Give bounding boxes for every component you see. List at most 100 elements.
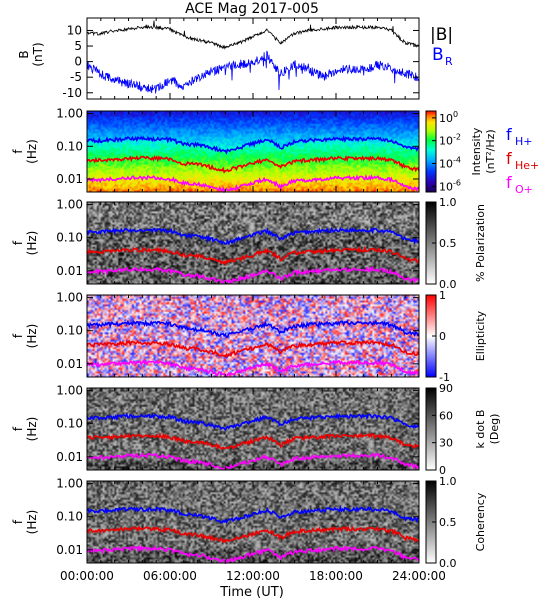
y-tick-label: 1.00: [56, 107, 83, 121]
colorbar: 1 0 -1 Ellipticity: [425, 289, 487, 384]
y-axis-label: f: [11, 240, 25, 245]
colorbar-tick-exponent: 0: [453, 110, 458, 119]
colorbar-unit: (Deg): [488, 414, 501, 445]
y-tick-label: 10: [67, 23, 82, 37]
y-axis-label: f: [11, 149, 25, 154]
legend-entry-sub: He+: [515, 159, 539, 172]
colorbar-tick-label: 1.0: [439, 475, 457, 488]
colorbar-label: Ellipticity: [474, 310, 487, 361]
colorbar: 1.0 0.5 0.0 % Polarization: [425, 196, 487, 291]
y-tick-label: 0.01: [56, 264, 83, 278]
colorbar-tick-label: 1: [439, 289, 446, 302]
colorbar-tick-label: 10: [439, 157, 453, 170]
colorbar-tick-label: 10: [439, 135, 453, 148]
line-plot-area: [86, 20, 420, 94]
y-tick-label: 0.10: [56, 417, 83, 431]
h-plus-gyrofrequency-line: [86, 318, 420, 339]
colorbar-label: % Polarization: [474, 204, 487, 282]
colorbar: 90 60 30 0 k dot B (Deg): [425, 382, 501, 477]
legend-entry-br-sub: R: [445, 55, 453, 68]
o-plus-gyrofrequency-line: [86, 173, 420, 194]
spectrogram-image: [87, 295, 419, 377]
o-plus-gyrofrequency-line: [86, 451, 420, 471]
y-tick-label: 0.10: [56, 139, 83, 153]
y-axis-unit: (Hz): [25, 231, 39, 256]
colorbar-tick-label: 0: [439, 464, 446, 477]
y-tick-label: 5: [74, 39, 82, 53]
colorbar: 1.0 0.5 0.0 Coherency: [425, 475, 487, 570]
legend-entry-base: f: [506, 125, 512, 144]
o-plus-gyrofrequency-line: [86, 265, 420, 285]
colorbar-tick-label: 0: [439, 330, 446, 343]
y-tick-label: 0: [74, 55, 82, 69]
colorbar-gradient: [425, 110, 437, 193]
y-axis-unit: (Hz): [25, 324, 39, 349]
colorbar-tick-label: 10: [439, 112, 453, 125]
legend-entry-br: B: [432, 45, 444, 65]
legend-entry-base: f: [506, 173, 512, 192]
he-plus-gyrofrequency-line: [86, 339, 420, 358]
y-tick-label: 1.00: [56, 198, 83, 212]
colorbar-tick-label: 0.5: [439, 516, 457, 529]
y-tick-label: 0.10: [56, 231, 83, 245]
chart-title: ACE Mag 2017-005: [185, 1, 319, 17]
spectrogram-image: [87, 388, 419, 470]
panel-frame: [86, 17, 420, 100]
o-plus-gyrofrequency-line: [86, 359, 420, 378]
colorbar-tick-label: 90: [439, 382, 453, 395]
y-tick-label: -10: [62, 86, 82, 100]
panel-1: 10 5 0-5 -10 B (nT) |B|B R: [17, 17, 453, 100]
colorbar-tick-exponent: -2: [453, 133, 461, 142]
colorbar-gradient: [425, 387, 437, 471]
he-plus-gyrofrequency-line: [86, 432, 420, 451]
y-axis-label: f: [11, 426, 25, 431]
btotal-series-line: [86, 20, 419, 50]
colorbar-tick-exponent: -4: [453, 155, 461, 164]
colorbar-label: k dot B: [474, 410, 487, 449]
panel-6: 1.00 0.10 0.01 f (Hz) 1.0 0.5 0.0 Coherency: [11, 475, 487, 570]
he-plus-gyrofrequency-line: [86, 245, 420, 267]
y-tick-label: 0.01: [56, 172, 83, 186]
he-plus-gyrofrequency-line: [86, 525, 420, 544]
ion-legend: f H+f He+f O+: [506, 125, 539, 196]
colorbar-tick-label: 10: [439, 180, 453, 193]
y-tick-label: 0.01: [56, 357, 83, 371]
x-tick-label: 24:00:00: [392, 569, 446, 583]
spectrogram-image: [87, 481, 419, 563]
colorbar-tick-label: 1.0: [439, 196, 457, 209]
h-plus-gyrofrequency-line: [86, 412, 420, 432]
legend: |B|B R: [430, 25, 453, 68]
colorbar-tick-label: -1: [439, 371, 450, 384]
colorbar-tick-label: 60: [439, 409, 453, 422]
colorbar-tick-exponent: -6: [453, 178, 461, 187]
y-tick-label: -5: [70, 70, 82, 84]
colorbar-label: Intensity: [470, 127, 483, 175]
br-series-line: [86, 50, 420, 94]
panel-3: 1.00 0.10 0.01 f (Hz) 1.0 0.5 0.0 % Polarization: [11, 196, 487, 291]
y-tick-label: 0.01: [56, 543, 83, 557]
colorbar-tick-label: 0.0: [439, 557, 457, 570]
colorbar-tick-label: 0.0: [439, 278, 457, 291]
legend-entry-btotal: |B|: [430, 25, 453, 45]
h-plus-gyrofrequency-line: [86, 504, 420, 524]
y-axis-unit: (nT): [31, 42, 45, 66]
spectrogram-image: [87, 111, 419, 192]
y-axis-unit: (Hz): [25, 510, 39, 535]
y-axis-unit: (Hz): [25, 139, 39, 164]
y-tick-label: 1.00: [56, 477, 83, 491]
y-tick-label: 0.10: [56, 510, 83, 524]
panel-4: 1.00 0.10 0.01 f (Hz) 1 0 -1 Ellipticity: [11, 289, 487, 384]
x-tick-label: 06:00:00: [143, 569, 197, 583]
y-axis-label: f: [11, 519, 25, 524]
colorbar-tick-label: 0.5: [439, 237, 457, 250]
x-tick-label: 18:00:00: [309, 569, 363, 583]
y-tick-label: 1.00: [56, 384, 83, 398]
y-tick-label: 1.00: [56, 291, 83, 305]
legend-entry-sub: H+: [515, 135, 533, 148]
colorbar-label: Coherency: [474, 492, 487, 551]
x-axis-label: Time (UT): [219, 585, 284, 600]
legend-entry-sub: O+: [515, 183, 533, 196]
panel-5: 1.00 0.10 0.01 f (Hz) 90 60 30 0 k dot B (Deg): [11, 382, 501, 477]
